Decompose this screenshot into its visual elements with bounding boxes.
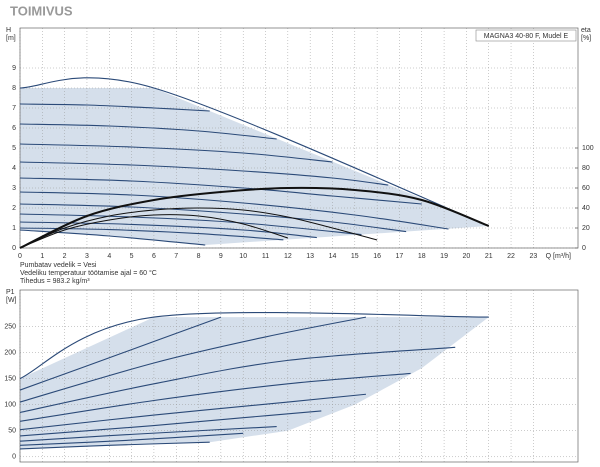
- x-tick-label: 6: [152, 253, 156, 260]
- y-tick-label: 0: [12, 454, 16, 461]
- efficiency-curve: [19, 207, 378, 249]
- curve: [19, 312, 489, 380]
- curve: [19, 177, 422, 205]
- curve: [19, 143, 333, 163]
- curve: [19, 410, 322, 437]
- annotation: Vedeliku temperatuur töötamise ajal = 60…: [20, 269, 157, 277]
- curve: [19, 426, 277, 442]
- y2-axis-label: [%]: [581, 35, 591, 42]
- y2-tick-label: 20: [582, 225, 590, 232]
- x-tick-label: 20: [463, 253, 471, 260]
- y2-tick-label: 0: [582, 245, 586, 252]
- curve: [19, 203, 407, 233]
- x-tick-label: 4: [107, 253, 111, 260]
- x-tick-label: 1: [40, 253, 44, 260]
- legend-box: [475, 29, 577, 42]
- x-tick-label: 9: [219, 253, 223, 260]
- y-tick-label: 0: [12, 245, 16, 252]
- plot-frame: [19, 27, 579, 249]
- x-axis-label: Q [m³/h]: [546, 253, 571, 260]
- legend-text: MAGNA3 40-80 F, Mudel E: [484, 33, 569, 40]
- curve: [19, 103, 210, 112]
- x-tick-label: 8: [197, 253, 201, 260]
- x-tick-label: 5: [130, 253, 134, 260]
- y-tick-label: 150: [4, 375, 16, 382]
- curve: [19, 221, 317, 239]
- y-tick-label: 8: [12, 85, 16, 92]
- x-tick-label: 11: [262, 253, 269, 260]
- y-axis-label: H: [6, 27, 11, 34]
- curve: [19, 393, 367, 431]
- y-axis-label: [m]: [6, 35, 16, 42]
- x-tick-label: 12: [284, 253, 292, 260]
- operating-region: [20, 317, 489, 449]
- y2-tick-label: 40: [582, 205, 590, 212]
- x-tick-label: 22: [507, 253, 515, 260]
- y-tick-label: 100: [4, 402, 16, 409]
- curve: [19, 316, 367, 403]
- y2-tick-label: 60: [582, 185, 590, 192]
- y-axis-label: [W]: [6, 297, 17, 304]
- y-tick-label: 2: [12, 205, 16, 212]
- operating-region: [20, 88, 489, 245]
- y-tick-label: 7: [12, 105, 16, 112]
- y-axis-label: P1: [6, 289, 15, 296]
- x-tick-label: 0: [18, 253, 22, 260]
- curve: [19, 191, 449, 230]
- efficiency-curve: [19, 186, 490, 249]
- x-tick-label: 15: [351, 253, 359, 260]
- page-title: TOIMIVUS: [10, 3, 73, 18]
- curve: [19, 213, 362, 236]
- x-tick-label: 17: [396, 253, 404, 260]
- curve: [19, 441, 210, 450]
- y-tick-label: 3: [12, 185, 16, 192]
- x-tick-label: 16: [373, 253, 381, 260]
- curve: [19, 123, 277, 140]
- y-tick-label: 50: [8, 428, 16, 435]
- x-tick-label: 14: [329, 253, 337, 260]
- annotation: Pumbatav vedelik = Vesi: [20, 262, 97, 269]
- y-tick-label: 4: [12, 165, 16, 172]
- x-tick-label: 3: [85, 253, 89, 260]
- curve: [19, 432, 244, 446]
- x-tick-label: 21: [485, 253, 493, 260]
- efficiency-curve: [19, 214, 288, 249]
- x-tick-label: 19: [440, 253, 448, 260]
- y-tick-label: 9: [12, 65, 16, 72]
- curve: [19, 229, 206, 246]
- x-tick-label: 7: [174, 253, 178, 260]
- x-tick-label: 10: [239, 253, 247, 260]
- y-tick-label: 5: [12, 145, 16, 152]
- curve: [19, 346, 456, 414]
- curve: [19, 161, 389, 186]
- y-tick-label: 6: [12, 125, 16, 132]
- curve: [19, 77, 489, 227]
- x-tick-label: 2: [63, 253, 67, 260]
- x-tick-label: 13: [306, 253, 314, 260]
- x-tick-label: 23: [529, 253, 537, 260]
- y-tick-label: 250: [4, 323, 16, 330]
- curve: [19, 316, 222, 391]
- y2-axis-label: eta: [581, 27, 591, 34]
- annotation: Tihedus = 983.2 kg/m³: [20, 278, 90, 285]
- plot-frame: [19, 289, 579, 463]
- y-tick-label: 200: [4, 349, 16, 356]
- y-tick-label: 1: [12, 225, 16, 232]
- y2-tick-label: 100: [582, 145, 594, 152]
- y2-tick-label: 80: [582, 165, 590, 172]
- x-tick-label: 18: [418, 253, 426, 260]
- curve: [19, 372, 411, 422]
